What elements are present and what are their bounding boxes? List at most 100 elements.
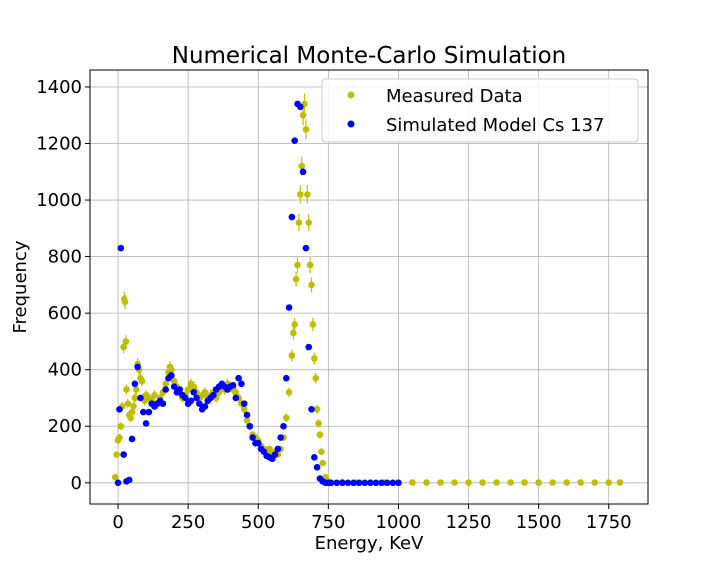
data-point xyxy=(114,479,122,487)
data-point xyxy=(162,380,170,388)
data-point xyxy=(201,389,209,396)
legend-label: Measured Data xyxy=(386,86,523,107)
data-point xyxy=(297,103,304,111)
data-point xyxy=(591,479,599,486)
data-point xyxy=(168,372,175,379)
data-point xyxy=(327,479,335,487)
data-point xyxy=(277,434,284,441)
data-point xyxy=(201,403,209,410)
data-point xyxy=(145,408,153,416)
data-point xyxy=(423,479,430,486)
data-point xyxy=(240,400,248,407)
data-point xyxy=(605,479,613,486)
data-point xyxy=(319,459,327,467)
y-tick-label: 800 xyxy=(48,247,82,268)
series-layer xyxy=(111,93,624,487)
data-point xyxy=(168,366,175,374)
data-point xyxy=(274,445,282,453)
data-point xyxy=(616,479,624,486)
data-point xyxy=(318,448,325,455)
data-point xyxy=(297,191,304,198)
data-point xyxy=(246,422,254,430)
data-point xyxy=(361,479,369,487)
data-point xyxy=(299,168,307,176)
data-point xyxy=(142,420,150,427)
plot-frame xyxy=(89,69,649,505)
data-point xyxy=(271,451,279,458)
legend-label: Simulated Model Cs 137 xyxy=(386,115,604,136)
data-point xyxy=(137,394,144,402)
data-point xyxy=(305,343,313,351)
data-point xyxy=(339,479,346,487)
data-point xyxy=(128,408,136,416)
x-tick-label: 250 xyxy=(171,512,205,533)
data-point xyxy=(111,473,119,481)
data-point xyxy=(117,422,125,430)
data-point xyxy=(372,479,380,487)
data-point xyxy=(170,377,178,385)
data-point xyxy=(193,394,200,402)
data-point xyxy=(315,420,322,427)
data-point xyxy=(128,435,136,443)
data-point xyxy=(311,355,318,362)
data-point xyxy=(117,244,125,252)
data-point xyxy=(378,479,385,487)
data-point xyxy=(184,386,192,393)
data-point xyxy=(121,298,129,306)
data-point xyxy=(116,405,123,413)
data-point xyxy=(311,454,318,461)
data-point xyxy=(282,414,290,422)
data-point xyxy=(493,479,500,486)
y-tick-label: 400 xyxy=(48,360,82,381)
data-point xyxy=(308,281,315,289)
data-point xyxy=(249,434,256,441)
data-point xyxy=(266,445,273,453)
data-point xyxy=(124,400,132,407)
data-point xyxy=(210,391,217,399)
data-point xyxy=(254,439,262,447)
data-point xyxy=(344,479,352,487)
y-tick-label: 1000 xyxy=(36,190,82,211)
data-point xyxy=(238,380,245,388)
data-point xyxy=(170,383,178,390)
data-point xyxy=(409,479,416,486)
y-tick-label: 1200 xyxy=(36,134,82,155)
data-point xyxy=(190,389,198,396)
data-point xyxy=(132,386,140,393)
data-point xyxy=(131,380,139,388)
data-point xyxy=(127,414,134,422)
data-point xyxy=(355,479,363,487)
legend: Measured Data Simulated Model Cs 137 xyxy=(321,78,639,143)
data-point xyxy=(312,374,320,382)
data-point xyxy=(309,321,317,328)
data-point xyxy=(507,479,514,486)
x-tick-label: 1750 xyxy=(586,512,632,533)
data-point xyxy=(116,434,123,441)
data-point xyxy=(120,451,127,458)
data-point xyxy=(139,408,147,416)
axis-ticks: 0 250 500 750 1000 1250 1500 1750 0 200 400 600 800 1… xyxy=(36,77,631,533)
data-point xyxy=(451,479,458,486)
data-point xyxy=(313,463,321,471)
data-point xyxy=(232,389,240,396)
data-point xyxy=(289,329,297,337)
y-axis-label: Frequency xyxy=(10,240,31,333)
x-tick-label: 1000 xyxy=(376,512,422,533)
data-point xyxy=(302,244,310,252)
data-point xyxy=(190,383,198,390)
x-tick-label: 1250 xyxy=(446,512,492,533)
data-point xyxy=(295,219,303,226)
data-point xyxy=(305,219,313,226)
data-point xyxy=(521,479,528,486)
data-point xyxy=(304,191,311,198)
data-point xyxy=(333,479,341,487)
data-point xyxy=(563,479,570,486)
legend-box xyxy=(321,78,639,143)
data-point xyxy=(389,479,397,487)
data-point xyxy=(535,479,542,486)
y-tick-label: 200 xyxy=(48,416,82,437)
data-point xyxy=(294,261,301,269)
y-tick-label: 0 xyxy=(71,473,82,494)
data-point xyxy=(122,338,130,345)
